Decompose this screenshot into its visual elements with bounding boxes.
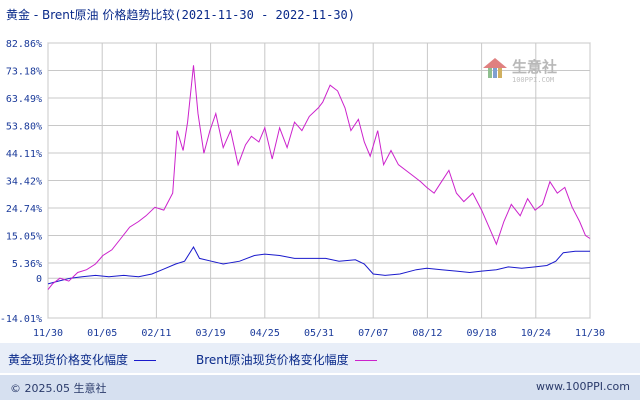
watermark-url: 100PPI.COM (512, 76, 555, 84)
y-tick-label: 24.74% (6, 204, 42, 215)
legend-item-brent: Brent原油现货价格变化幅度 (196, 351, 377, 368)
price-trend-chart: 82.86% 73.18% 63.49% 53.80% 44.11% 34.42% 24.7… (0, 39, 605, 339)
chart-date-range: (2021-11-30 - 2022-11-30) (174, 8, 355, 22)
footer-site-link[interactable]: www.100PPI.com (536, 380, 630, 393)
x-tick-label: 01/05 (87, 328, 117, 339)
chart-series (47, 65, 591, 290)
house-icon (483, 58, 507, 78)
y-tick-label: 44.11% (6, 149, 42, 160)
x-tick-label: 07/07 (358, 328, 388, 339)
x-tick-label: 11/30 (575, 328, 605, 339)
y-tick-label: 34.42% (6, 177, 42, 188)
chart-title: 黄金 - Brent原油 价格趋势比较(2021-11-30 - 2022-11… (6, 6, 355, 23)
x-tick-label: 04/25 (250, 328, 280, 339)
y-tick-label: 15.05% (6, 232, 42, 243)
legend-item-gold: 黄金现货价格变化幅度 (8, 351, 157, 368)
series-line-brent (47, 65, 591, 290)
y-tick-label: 53.80% (6, 121, 42, 132)
x-tick-label: 10/24 (521, 328, 551, 339)
chart-legend: 黄金现货价格变化幅度 Brent原油现货价格变化幅度 (0, 343, 640, 373)
x-tick-label: 02/11 (141, 328, 171, 339)
y-tick-label: 63.49% (6, 94, 42, 105)
footer-copyright: © 2025.05 生意社 (10, 382, 107, 395)
y-tick-label: -14.01% (0, 314, 42, 325)
x-tick-label: 11/30 (33, 328, 63, 339)
y-tick-label: 73.18% (6, 66, 42, 77)
legend-label-gold: 黄金现货价格变化幅度 (8, 353, 129, 367)
legend-line-gold (134, 360, 157, 361)
watermark-name: 生意社 (512, 58, 558, 76)
legend-line-brent (354, 360, 377, 361)
x-tick-label: 08/12 (412, 328, 442, 339)
y-axis-labels: 82.86% 73.18% 63.49% 53.80% 44.11% 34.42% 24.7… (0, 39, 42, 325)
x-tick-label: 09/18 (467, 328, 497, 339)
watermark-logo: 生意社 100PPI.COM (482, 56, 574, 90)
y-tick-label: 82.86% (6, 39, 42, 50)
y-tick-label: 5.36% (12, 259, 42, 270)
x-tick-label: 05/31 (304, 328, 334, 339)
chart-title-text: 黄金 - Brent原油 价格趋势比较 (6, 8, 175, 22)
x-tick-label: 03/19 (196, 328, 226, 339)
y-tick-label: 0 (36, 274, 42, 285)
legend-label-brent: Brent原油现货价格变化幅度 (196, 353, 349, 367)
series-line-gold (47, 245, 590, 285)
x-axis-labels: 11/30 01/05 02/11 03/19 04/25 05/31 07/07 08/12… (33, 328, 605, 339)
page-footer: © 2025.05 生意社 www.100PPI.com (0, 375, 640, 400)
